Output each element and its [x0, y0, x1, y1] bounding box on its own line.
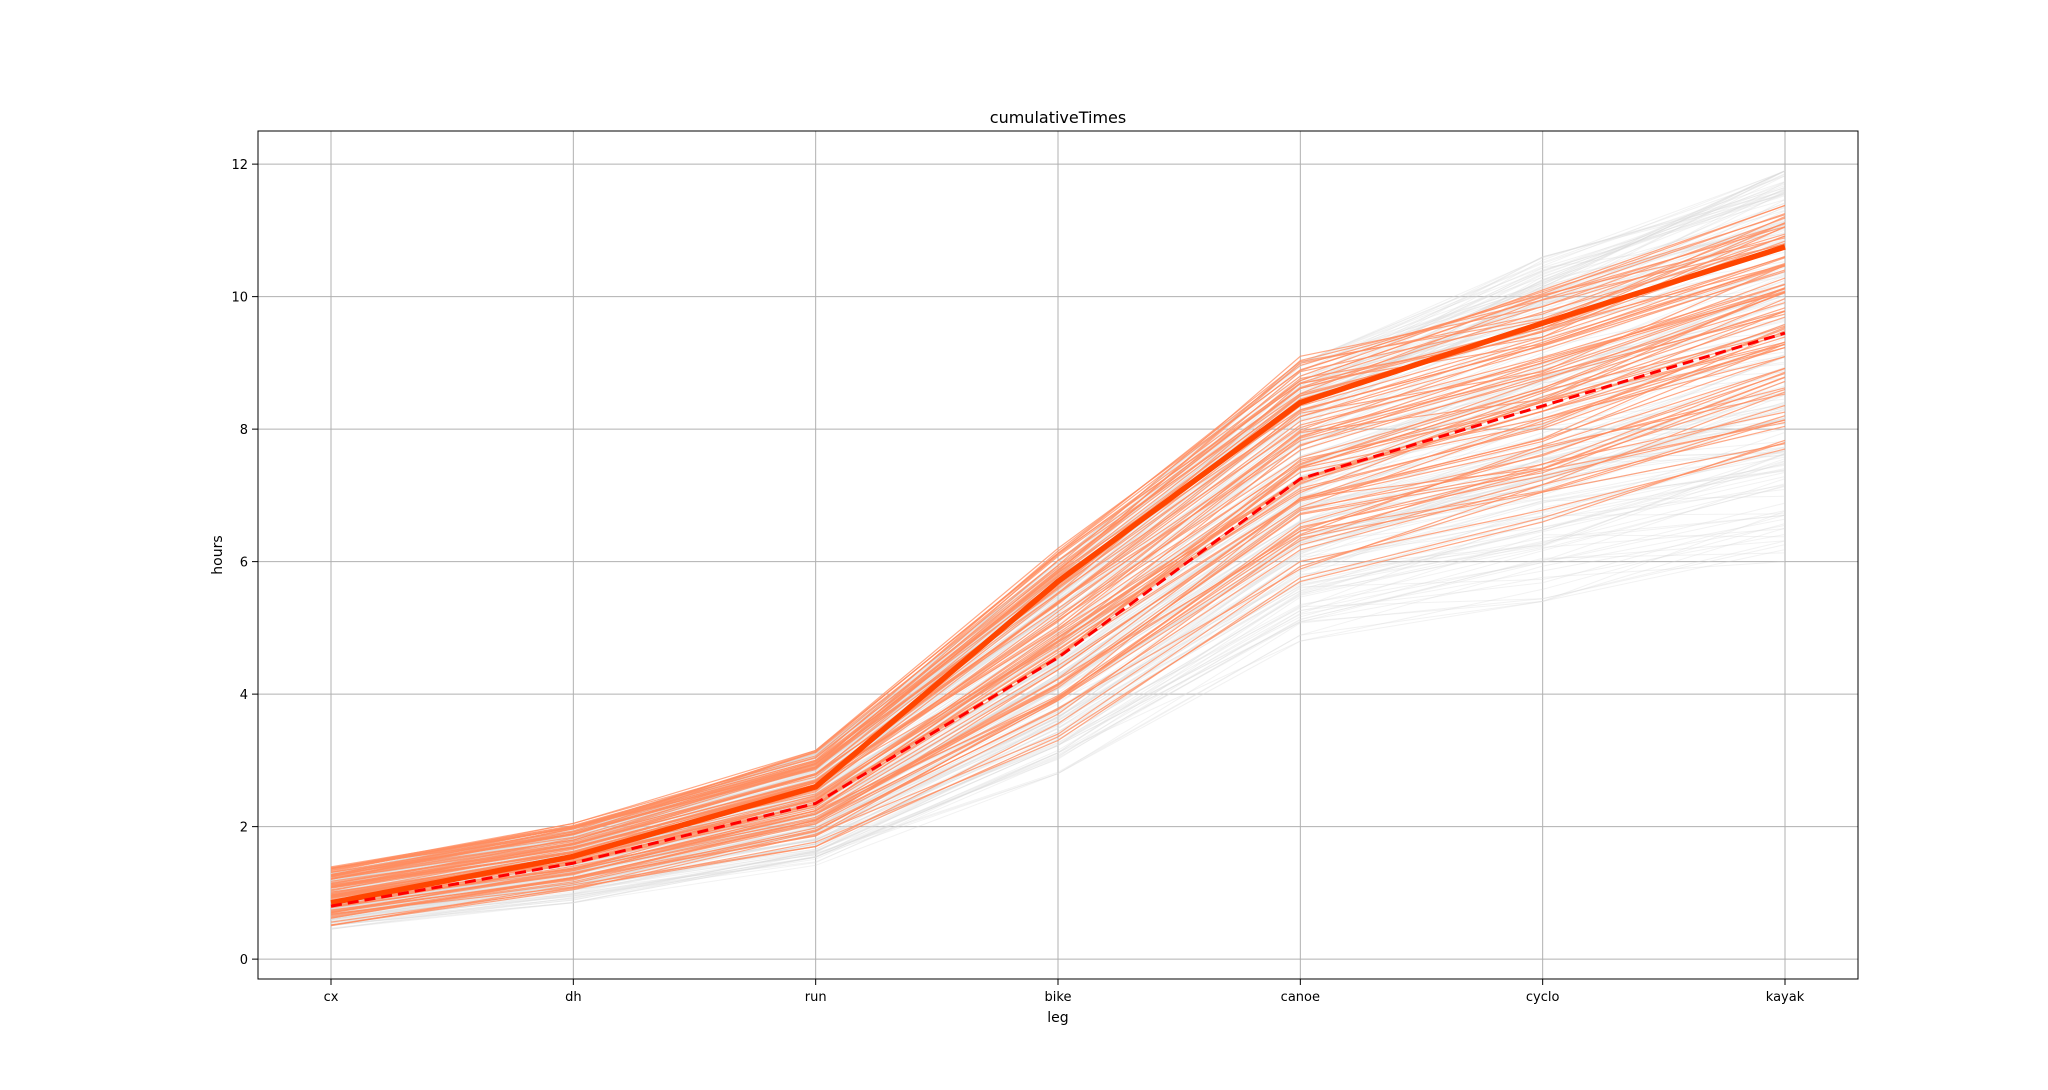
highlight-line-86 — [330, 372, 1786, 912]
highlight-line-10 — [330, 391, 1786, 915]
background-line-205 — [330, 243, 1786, 890]
highlight-line-83 — [330, 287, 1786, 888]
y-tick-label-4: 4 — [240, 688, 248, 703]
y-tick-label-10: 10 — [231, 291, 248, 306]
y-axis-title: hours — [210, 535, 226, 574]
background-line-216 — [330, 561, 1786, 930]
background-line-96 — [330, 518, 1786, 930]
y-tick-label-0: 0 — [240, 953, 248, 968]
grid — [258, 131, 1858, 979]
background-line-91 — [330, 453, 1786, 917]
highlight-line-24 — [330, 213, 1786, 870]
highlight-line-40 — [330, 288, 1786, 888]
background-line-52 — [330, 187, 1786, 875]
highlight-line-75 — [330, 226, 1786, 873]
background-line-196 — [330, 417, 1786, 905]
highlight-line-52 — [330, 277, 1786, 895]
highlight-line-81 — [330, 292, 1786, 891]
highlight-line-82 — [330, 235, 1786, 880]
background-line-123 — [330, 528, 1786, 927]
background-line-94 — [330, 514, 1786, 923]
highlight-line-88 — [330, 376, 1786, 911]
main-series-line — [330, 244, 1786, 906]
highlight-line-89 — [330, 371, 1786, 907]
ticks: cx dh run bike canoe cyclo kayak 0 2 4 6 8 10 12 — [231, 158, 1804, 1005]
x-tick-label-cx: cx — [324, 990, 339, 1005]
x-tick-label-cyclo: cyclo — [1526, 990, 1560, 1005]
background-line-75 — [330, 483, 1786, 923]
background-line-218 — [330, 463, 1786, 910]
background-line-122 — [330, 540, 1786, 924]
background-line-174 — [330, 514, 1786, 924]
highlight-line-84 — [330, 269, 1786, 878]
chart-title: cumulativeTimes — [990, 108, 1126, 127]
highlight-line-38 — [330, 205, 1786, 870]
x-tick-label-dh: dh — [565, 990, 582, 1005]
highlight-line-57 — [330, 441, 1786, 923]
highlight-line-74 — [330, 237, 1786, 872]
background-line-121 — [330, 510, 1786, 925]
highlight-line-19 — [330, 355, 1786, 908]
background-line-103 — [330, 478, 1786, 918]
y-tick-label-6: 6 — [240, 556, 248, 571]
highlight-line-70 — [330, 376, 1786, 908]
x-tick-label-canoe: canoe — [1281, 990, 1320, 1005]
background-line-126 — [330, 534, 1786, 922]
background-line-127 — [330, 418, 1786, 913]
highlight-line-85 — [330, 310, 1786, 888]
background-line-4 — [330, 527, 1786, 929]
highlight-line-77 — [330, 346, 1786, 903]
y-tick-label-8: 8 — [240, 423, 248, 438]
highlight-line-37 — [330, 226, 1786, 873]
x-tick-label-run: run — [805, 990, 827, 1005]
highlight-line-65 — [330, 421, 1786, 914]
highlight-line-73 — [330, 290, 1786, 886]
background-line-12 — [330, 323, 1786, 900]
plot-frame — [257, 130, 1859, 980]
background-line-162 — [330, 544, 1786, 930]
x-tick-label-bike: bike — [1045, 990, 1072, 1005]
x-tick-label-kayak: kayak — [1766, 990, 1805, 1005]
background-line-68 — [330, 549, 1786, 926]
background-line-104 — [330, 484, 1786, 921]
dashed-series-line — [330, 331, 1786, 908]
highlight-line-3 — [330, 257, 1786, 880]
background-line-107 — [330, 523, 1786, 926]
y-tick-label-12: 12 — [231, 158, 248, 173]
highlight-line-67 — [330, 448, 1786, 927]
background-line-165 — [330, 540, 1786, 924]
background-line-117 — [330, 552, 1786, 923]
highlight-line-58 — [330, 415, 1786, 915]
x-axis-title: leg — [1047, 1010, 1068, 1026]
main-series — [330, 244, 1786, 908]
highlight-line-55 — [330, 264, 1786, 880]
highlight-line-66 — [330, 380, 1786, 913]
background-line-95 — [330, 460, 1786, 917]
background-line-198 — [330, 524, 1786, 920]
y-tick-label-2: 2 — [240, 821, 248, 836]
highlight-line-87 — [330, 393, 1786, 909]
